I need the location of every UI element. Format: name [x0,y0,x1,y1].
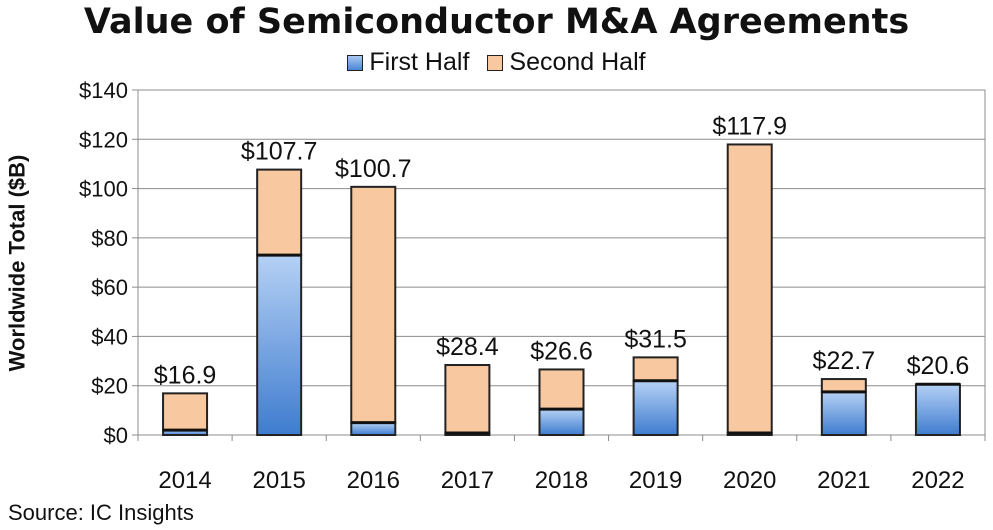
source-note: Source: IC Insights [8,500,194,525]
data-label-total: $20.6 [907,352,970,380]
x-tick-label: 2020 [723,467,776,494]
data-label-total: $100.7 [335,155,411,183]
x-tick-label: 2018 [535,467,588,494]
y-tick-label: $100 [79,177,128,202]
y-tick-label: $140 [79,78,128,103]
bar-first-half [538,408,585,436]
bar-first-half [256,254,303,436]
data-label-total: $107.7 [241,138,317,166]
bar-first-half [820,390,867,436]
x-tick-label: 2022 [911,467,964,494]
legend-swatch-second-half [487,54,504,71]
x-tick-label: 2016 [347,467,400,494]
bar-second-half [350,185,397,424]
legend: First Half Second Half [0,48,993,77]
y-tick-label: $120 [79,127,128,152]
y-tick-label: $0 [104,423,128,448]
bars [162,143,961,437]
data-label-total: $28.4 [436,333,499,361]
x-tick-labels: 2014 2015 2016 2017 2018 2019 2020 2021 2022 [158,467,964,494]
legend-swatch-first-half [347,54,364,71]
legend-label-second-half: Second Half [509,48,646,76]
chart-title: Value of Semiconductor M&A Agreements [83,2,910,42]
bar-first-half [632,379,679,436]
bar-first-half [350,421,397,436]
bar-second-half [538,368,585,411]
data-label-total: $31.5 [624,325,687,353]
x-tick-label: 2015 [252,467,305,494]
data-label-total: $117.9 [712,112,787,140]
bar-second-half [632,356,679,382]
bar-second-half [726,143,773,435]
legend-label-first-half: First Half [369,48,470,76]
legend-item-first-half: First Half [347,48,469,77]
data-label-total: $26.6 [530,337,593,365]
y-tick-label: $60 [91,275,128,300]
bar-second-half [162,392,209,432]
bar-second-half [820,378,867,393]
y-tick-label: $80 [91,226,128,251]
bar-second-half [256,168,303,257]
bar-second-half [444,364,491,435]
data-label-total: $16.9 [154,361,217,389]
data-label-total: $22.7 [813,347,876,375]
data-labels: $16.9 $107.7 $100.7 $28.4 $26.6 $31.5 $117.9 $2… [154,112,969,389]
y-tick-label: $20 [91,374,128,399]
y-tick-labels: $0 $20 $40 $60 $80 $100 $120 $140 [79,78,128,448]
x-tick-label: 2017 [441,467,494,494]
y-tick-label: $40 [91,324,128,349]
x-tick-label: 2021 [817,467,870,494]
legend-item-second-half: Second Half [487,48,646,77]
x-tick-label: 2019 [629,467,682,494]
x-tick-label: 2014 [158,467,211,494]
bar-first-half [914,383,961,437]
